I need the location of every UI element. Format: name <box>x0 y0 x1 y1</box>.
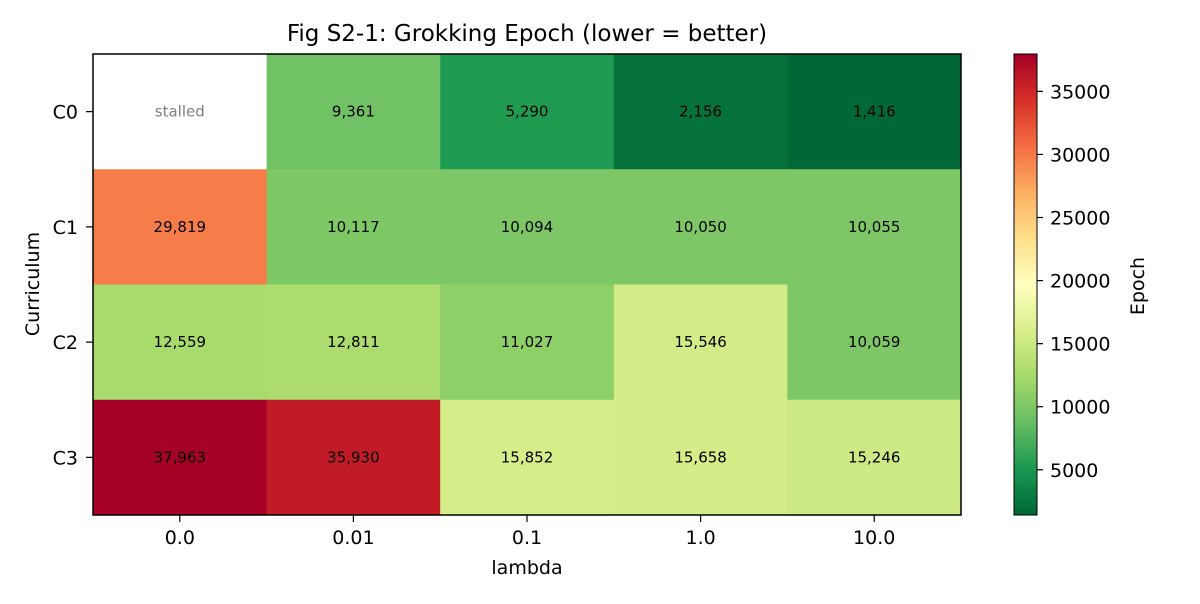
cell-value-label: 10,059 <box>848 333 901 351</box>
cell-value-label: 2,156 <box>679 103 722 121</box>
y-tick-label: C3 <box>53 447 78 469</box>
cell-value-label: 15,546 <box>674 333 727 351</box>
cell-value-label: 11,027 <box>501 333 554 351</box>
cell-value-label: 10,117 <box>327 218 380 236</box>
heatmap-cell <box>787 399 962 516</box>
colorbar-tick-label: 10000 <box>1050 397 1110 419</box>
y-axis: C0 C1 C2 C3 <box>53 102 93 469</box>
heatmap-cell <box>440 54 615 170</box>
heatmap-cell <box>613 169 788 285</box>
heatmap-cell <box>440 169 615 285</box>
heatmap-cell <box>266 54 441 170</box>
heatmap-cell-labels: stalled 9,361 5,290 2,156 1,416 29,819 10,117 1… <box>154 103 901 467</box>
heatmap-cell <box>613 399 788 516</box>
colorbar-tick-label: 25000 <box>1050 208 1110 230</box>
cell-value-label: 35,930 <box>327 448 380 466</box>
heatmap-cells <box>93 54 962 516</box>
heatmap-cell <box>787 169 962 285</box>
x-tick-label: 0.01 <box>332 527 374 549</box>
heatmap-cell <box>787 284 962 401</box>
cell-value-label: 10,050 <box>674 218 727 236</box>
heatmap-cell <box>266 169 441 285</box>
heatmap-cell <box>93 284 268 401</box>
heatmap-cell <box>93 169 268 285</box>
cell-value-label: 15,246 <box>848 448 901 466</box>
colorbar <box>1013 53 1038 516</box>
y-tick-label: C1 <box>53 217 78 239</box>
colorbar-tick-label: 35000 <box>1050 81 1110 103</box>
x-axis-label: lambda <box>491 557 562 579</box>
x-tick-label: 0.0 <box>165 527 195 549</box>
colorbar-tick-label: 30000 <box>1050 144 1110 166</box>
x-tick-label: 1.0 <box>685 527 715 549</box>
cell-value-label: 15,658 <box>674 448 727 466</box>
heatmap-cell <box>93 54 268 170</box>
heatmap-cell <box>613 54 788 170</box>
heatmap-cell <box>440 399 615 516</box>
cell-value-label: 15,852 <box>501 448 554 466</box>
cell-value-label: 12,811 <box>327 333 380 351</box>
colorbar-tick-label: 20000 <box>1050 271 1110 293</box>
heatmap-cell <box>613 284 788 401</box>
x-axis: 0.0 0.01 0.1 1.0 10.0 <box>165 515 895 549</box>
cell-value-label: 37,963 <box>154 448 207 466</box>
colorbar-ticks: 5000 10000 15000 20000 25000 30000 35000 <box>1037 81 1110 482</box>
cell-value-label: 9,361 <box>332 103 375 121</box>
cell-value-label: 1,416 <box>853 103 896 121</box>
x-tick-label: 10.0 <box>853 527 895 549</box>
heatmap-cell <box>787 54 962 170</box>
heatmap-cell <box>440 284 615 401</box>
colorbar-label: Epoch <box>1127 257 1149 315</box>
colorbar-tick-label: 15000 <box>1050 334 1110 356</box>
cell-value-label: 12,559 <box>154 333 207 351</box>
heatmap-cell <box>93 399 268 516</box>
heatmap-cell <box>266 284 441 401</box>
colorbar-tick-label: 5000 <box>1050 460 1098 482</box>
cell-value-label: 10,055 <box>848 218 901 236</box>
cell-value-label: 10,094 <box>501 218 554 236</box>
cell-value-label: stalled <box>155 103 205 121</box>
cell-value-label: 29,819 <box>154 218 207 236</box>
x-tick-label: 0.1 <box>512 527 542 549</box>
chart-title: Fig S2-1: Grokking Epoch (lower = better… <box>287 21 767 47</box>
y-tick-label: C0 <box>53 102 78 124</box>
y-axis-label: Curriculum <box>22 232 44 336</box>
heatmap-cell <box>266 399 441 516</box>
y-tick-label: C2 <box>53 332 78 354</box>
cell-value-label: 5,290 <box>506 103 549 121</box>
